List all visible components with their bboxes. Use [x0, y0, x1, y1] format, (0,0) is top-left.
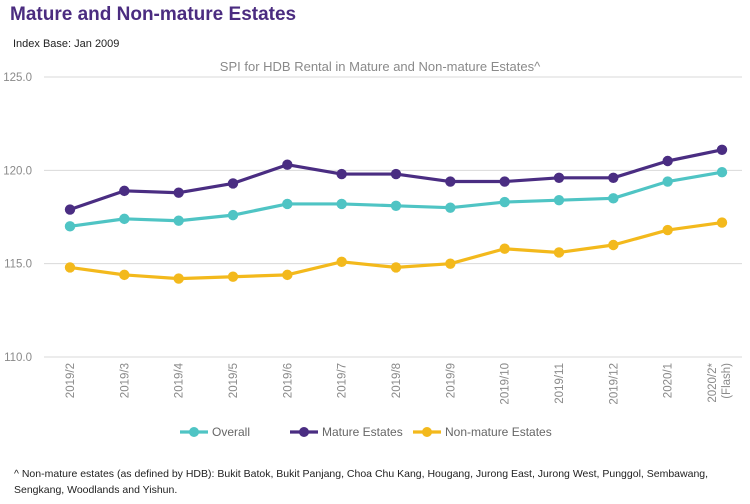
data-point-non-mature-estates-4	[282, 269, 293, 281]
legend-label-mature-estates: Mature Estates	[322, 425, 403, 439]
x-tick-0: 2019/2	[65, 363, 77, 398]
x-tick-label-7: 2019/9	[445, 363, 457, 398]
x-tick-3: 2019/5	[228, 363, 240, 398]
data-point-overall-9	[553, 195, 565, 206]
x-tick-label-4: 2019/6	[282, 363, 294, 398]
gridlines	[44, 76, 742, 358]
data-point-non-mature-estates-12	[716, 217, 728, 228]
legend-label-overall: Overall	[212, 425, 250, 439]
data-point-overall-11	[662, 176, 673, 187]
y-tick-label-1: 120.0	[3, 165, 32, 177]
x-tick-label-11: 2020/1	[663, 363, 675, 398]
legend-marker-overall	[189, 427, 199, 437]
y-axis-ticks: 125.0 120.0 115.0 110.0	[3, 72, 32, 364]
legend-marker-mature-estates	[299, 427, 309, 437]
data-point-non-mature-estates-8	[499, 243, 510, 254]
data-point-overall-7	[445, 202, 456, 213]
data-point-non-mature-estates-2	[173, 273, 184, 284]
data-point-mature-estates-3	[227, 178, 239, 189]
data-point-non-mature-estates-6	[390, 262, 402, 273]
data-point-mature-estates-7	[445, 176, 456, 187]
x-tick-label-0: 2019/2	[65, 363, 77, 398]
data-point-overall-2	[173, 215, 184, 226]
x-tick-9: 2019/11	[554, 363, 566, 404]
x-axis-ticks: 2019/2 2019/3 2019/4 2019/5 2019/6 2019/7 2019…	[65, 362, 733, 404]
data-point-mature-estates-9	[553, 172, 565, 183]
data-point-overall-6	[390, 200, 402, 211]
x-tick-2: 2019/4	[174, 362, 186, 398]
data-point-mature-estates-8	[499, 176, 510, 187]
x-tick-label-6: 2019/8	[391, 363, 403, 398]
data-point-overall-4	[282, 198, 293, 210]
x-tick-5: 2019/7	[337, 363, 349, 398]
x-tick-label-10: 2019/12	[608, 363, 620, 405]
data-point-overall-10	[608, 193, 619, 204]
x-tick-12: 2020/2* (Flash)	[707, 362, 733, 402]
data-point-mature-estates-2	[173, 187, 184, 198]
data-point-non-mature-estates-10	[608, 239, 619, 251]
data-point-overall-3	[227, 209, 239, 221]
data-point-overall-0	[64, 221, 76, 232]
x-tick-label-1: 2019/3	[119, 363, 131, 398]
data-point-non-mature-estates-1	[119, 269, 130, 281]
x-tick-7: 2019/9	[445, 363, 457, 398]
legend-label-non-mature-estates: Non-mature Estates	[445, 425, 552, 439]
x-tick-label-9: 2019/11	[554, 363, 566, 404]
chart-title: SPI for HDB Rental in Mature and Non-mat…	[220, 59, 541, 74]
data-point-non-mature-estates-0	[64, 262, 76, 273]
data-point-overall-8	[499, 196, 510, 208]
data-point-mature-estates-10	[608, 172, 619, 183]
data-point-mature-estates-4	[282, 159, 293, 170]
y-tick-label-3: 110.0	[4, 352, 32, 364]
x-tick-label-3: 2019/5	[228, 363, 240, 398]
data-point-non-mature-estates-11	[662, 224, 673, 236]
data-point-mature-estates-0	[64, 204, 76, 215]
data-point-mature-estates-11	[662, 155, 673, 167]
series-line-mature-estates	[69, 148, 723, 212]
x-tick-11: 2020/1	[663, 363, 675, 398]
data-point-mature-estates-12	[716, 144, 728, 155]
y-tick-label-2: 115.0	[4, 259, 32, 271]
series-lines	[64, 144, 728, 284]
data-point-mature-estates-1	[119, 185, 130, 197]
data-point-overall-1	[119, 213, 130, 225]
page-title: Mature and Non-mature Estates	[10, 4, 297, 25]
legend: Overall Mature Estates Non-mature Estates	[180, 425, 552, 439]
x-tick-label-5: 2019/7	[337, 363, 349, 398]
y-tick-label-0: 125.0	[3, 72, 32, 84]
x-tick-8: 2019/10	[500, 363, 512, 405]
data-point-overall-5	[336, 198, 347, 210]
data-point-non-mature-estates-5	[336, 256, 347, 267]
index-base-note: Index Base: Jan 2009	[13, 38, 120, 50]
x-tick-10: 2019/12	[608, 363, 620, 405]
data-point-mature-estates-6	[390, 168, 402, 180]
data-point-non-mature-estates-7	[445, 258, 456, 269]
x-tick-label-8: 2019/10	[500, 363, 512, 405]
line-chart: SPI for HDB Rental in Mature and Non-mat…	[3, 59, 742, 439]
series-line-overall	[69, 170, 723, 228]
footnote: ^ Non-mature estates (as defined by HDB)…	[14, 468, 709, 496]
data-point-mature-estates-5	[336, 168, 347, 180]
legend-marker-non-mature-estates	[422, 427, 432, 437]
x-tick-1: 2019/3	[119, 363, 131, 398]
x-tick-6: 2019/8	[391, 363, 403, 398]
x-tick-4: 2019/6	[282, 363, 294, 398]
x-tick-label-12: 2020/2*	[707, 362, 719, 402]
data-point-overall-12	[716, 167, 728, 178]
data-point-non-mature-estates-3	[227, 271, 239, 282]
x-tick-note-12: (Flash)	[721, 363, 733, 399]
x-tick-label-2: 2019/4	[174, 362, 186, 398]
data-point-non-mature-estates-9	[553, 247, 565, 258]
